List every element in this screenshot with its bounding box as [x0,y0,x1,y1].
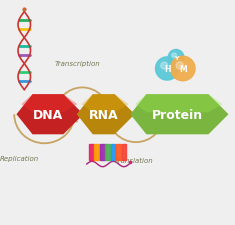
Polygon shape [130,95,228,135]
Bar [100,145,105,160]
Circle shape [176,63,183,70]
Text: DNA: DNA [33,108,63,121]
Polygon shape [16,95,83,135]
Polygon shape [82,95,129,113]
Text: Y: Y [174,56,178,61]
Circle shape [170,57,195,81]
Circle shape [168,50,184,66]
Polygon shape [77,95,135,135]
Bar [89,145,94,160]
Text: Protein: Protein [152,108,203,121]
Bar [116,145,121,160]
Bar [121,145,126,160]
Text: Transcription: Transcription [55,61,101,67]
Bar [111,145,115,160]
Polygon shape [21,95,77,113]
Text: Replication: Replication [0,155,39,161]
Polygon shape [135,95,223,113]
Bar [94,145,99,160]
Text: H: H [164,65,170,74]
Text: RNA: RNA [89,108,118,121]
Bar [105,145,110,160]
Circle shape [156,58,179,81]
Text: M: M [179,65,187,74]
Text: Translation: Translation [114,157,153,163]
Circle shape [161,63,168,70]
Circle shape [172,54,176,58]
